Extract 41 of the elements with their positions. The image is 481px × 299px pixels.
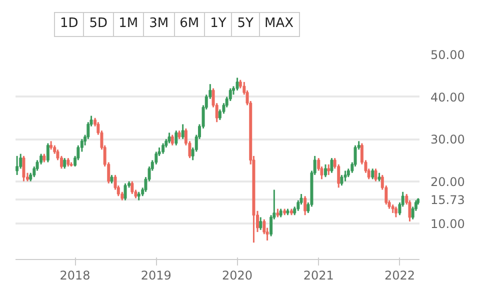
candlestick <box>371 168 374 180</box>
y-tick-label: 40.00 <box>430 90 465 104</box>
candlestick <box>174 130 178 146</box>
text: 5D <box>83 12 114 37</box>
candlestick <box>324 164 327 178</box>
text: 1Y <box>204 12 232 37</box>
candlestick <box>162 142 165 155</box>
candlestick <box>124 182 127 202</box>
x-tick-label: 2019 <box>140 268 172 282</box>
text: 6M <box>174 12 206 37</box>
candlestick <box>168 132 171 144</box>
candlestick <box>259 216 262 231</box>
candlestick <box>374 168 378 182</box>
candlestick <box>170 134 174 146</box>
y-tick-label: 20.00 <box>430 174 465 189</box>
text: MAX <box>258 12 300 37</box>
text: 1D <box>54 12 84 37</box>
candlestick <box>22 155 26 182</box>
candlestick <box>394 206 398 218</box>
candlestick <box>327 164 330 176</box>
y-tick-label: 10.00 <box>430 217 465 232</box>
candlestick <box>340 174 344 186</box>
text: 1M <box>112 12 144 37</box>
text: 5Y <box>231 12 260 37</box>
candlestick <box>344 170 347 182</box>
text: 3M <box>143 12 175 37</box>
candlestick <box>63 157 66 170</box>
y-tick-label: 15.73 <box>430 192 465 207</box>
y-tick-label: 30.00 <box>430 132 465 147</box>
candlestick <box>130 180 134 195</box>
candlestick <box>181 123 184 140</box>
y-tick-label: 50.00 <box>430 48 465 62</box>
candlestick <box>236 76 239 92</box>
x-tick-label: 2022 <box>384 268 415 282</box>
candlestick <box>330 157 334 174</box>
candlestick <box>16 155 19 176</box>
x-tick-label: 2018 <box>60 268 90 282</box>
x-tick-label: 2021 <box>303 268 334 282</box>
candlestick <box>46 142 50 164</box>
candlestick <box>304 195 307 216</box>
x-tick-label: 2020 <box>222 268 253 282</box>
